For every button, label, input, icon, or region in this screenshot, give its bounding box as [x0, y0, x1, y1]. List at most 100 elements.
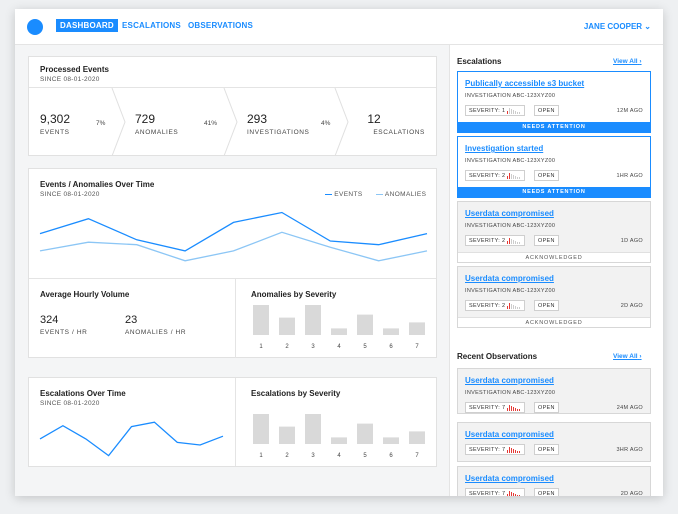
escalation-card[interactable]: Investigation started INVESTIGATION ABC-1… — [457, 136, 651, 198]
card-title: Escalations by Severity — [251, 389, 341, 398]
status-badge: OPEN — [534, 444, 559, 455]
severity-bar — [383, 328, 399, 335]
severity-tick-label: 6 — [389, 453, 393, 459]
severity-tick-label: 5 — [363, 453, 367, 459]
legend-swatch — [325, 193, 332, 195]
investigation-id: INVESTIGATION ABC-123XYZ00 — [465, 223, 556, 229]
observation-card[interactable]: Userdata compromised INVESTIGATION ABC-12… — [457, 368, 651, 414]
processed-events-card: Processed Events SINCE 08-01-2020 9,302 … — [28, 56, 437, 156]
severity-badge: SEVERITY: 2 — [465, 170, 526, 181]
severity-tick-label: 3 — [311, 453, 315, 459]
stat-label: ANOMALIES / HR — [125, 329, 187, 336]
severity-bar — [331, 437, 347, 444]
link-label: View All — [613, 58, 638, 65]
observation-title-link[interactable]: Userdata compromised — [465, 376, 554, 385]
observation-title-link[interactable]: Userdata compromised — [465, 474, 554, 483]
stat-events: 9,302 EVENTS — [40, 112, 70, 136]
severity-badge: SEVERITY: 7 — [465, 402, 526, 413]
stat-chevrons — [111, 88, 349, 156]
escalation-title-link[interactable]: Userdata compromised — [465, 274, 554, 283]
escalations-view-all-link[interactable]: View All › — [613, 58, 642, 65]
card-title: Events / Anomalies Over Time — [40, 180, 155, 189]
observation-title-link[interactable]: Userdata compromised — [465, 430, 554, 439]
escalations-severity-bar-chart: 1 2 3 4 5 6 7 — [253, 414, 425, 459]
stat-value: 12 — [367, 112, 381, 126]
severity-bar — [331, 328, 347, 335]
card-title: Average Hourly Volume — [40, 290, 130, 299]
severity-bars — [507, 238, 521, 244]
stat-investigations: 293 INVESTIGATIONS — [247, 112, 309, 136]
stat-value: 293 — [247, 112, 268, 126]
escalation-title-link[interactable]: Investigation started — [465, 144, 544, 153]
stat-label: ANOMALIES — [135, 129, 179, 136]
timestamp: 24M AGO — [616, 405, 643, 411]
escalation-card[interactable]: Userdata compromised INVESTIGATION ABC-12… — [457, 201, 651, 263]
status-badge: OPEN — [534, 300, 559, 311]
investigation-id: INVESTIGATION ABC-123XYZ00 — [465, 288, 556, 294]
card-subtitle: SINCE 08-01-2020 — [40, 76, 100, 83]
severity-bar — [305, 305, 321, 335]
observations-view-all-link[interactable]: View All › — [613, 353, 642, 360]
severity-tick-label: 3 — [311, 344, 315, 350]
stat-label: EVENTS — [40, 129, 70, 136]
severity-tick-label: 2 — [285, 344, 289, 350]
anomalies-by-severity: Anomalies by Severity — [251, 290, 336, 299]
chevron-right-icon: › — [639, 58, 642, 65]
chevron-right-icon: › — [639, 353, 642, 360]
stat-value: 23 — [125, 314, 138, 326]
events-anomalies-line-chart — [39, 211, 428, 262]
severity-bars — [507, 491, 521, 496]
severity-tick-label: 7 — [415, 453, 419, 459]
escalation-card[interactable]: Publically accessible s3 bucket INVESTIGA… — [457, 71, 651, 133]
escalations-title: Escalations — [457, 57, 502, 66]
observations-title: Recent Observations — [457, 352, 538, 361]
rate-label: 4% — [321, 120, 331, 127]
status-badge: OPEN — [534, 235, 559, 246]
observation-card[interactable]: Userdata compromised SEVERITY: 7 OPEN 2D AG… — [457, 466, 651, 496]
stat-anomalies-hr: 23 ANOMALIES / HR — [125, 314, 186, 336]
legend-anomalies: ANOMALIES — [376, 191, 426, 198]
stat-label: INVESTIGATIONS — [247, 129, 310, 136]
nav-escalations[interactable]: ESCALATIONS — [122, 21, 181, 30]
timestamp: 3HR AGO — [616, 447, 643, 453]
status-badge: OPEN — [534, 488, 559, 496]
severity-tick-label: 2 — [285, 453, 289, 459]
timestamp: 12M AGO — [616, 108, 643, 114]
severity-bar — [279, 317, 295, 335]
severity-bar — [357, 314, 373, 335]
legend-swatch — [376, 193, 383, 195]
stat-events-hr: 324 EVENTS / HR — [40, 314, 87, 336]
stat-value: 9,302 — [40, 112, 71, 126]
needs-attention-banner: NEEDS ATTENTION — [458, 187, 650, 197]
rate-label: 41% — [204, 120, 218, 127]
stat-value: 324 — [40, 314, 59, 326]
user-menu[interactable]: JANE COOPER ⌄ — [584, 22, 651, 31]
acknowledged-banner: ACKNOWLEDGED — [458, 317, 650, 327]
stat-escalations: 12 ESCALATIONS — [367, 112, 425, 136]
nav-dashboard[interactable]: DASHBOARD — [56, 19, 118, 32]
investigation-id: INVESTIGATION ABC-123XYZ00 — [465, 390, 556, 396]
severity-tick-label: 1 — [259, 453, 263, 459]
series-line-2 — [39, 231, 428, 262]
severity-bar — [279, 426, 295, 444]
card-title: Escalations Over Time — [40, 389, 126, 398]
link-label: View All — [613, 353, 638, 360]
investigation-id: INVESTIGATION ABC-123XYZ00 — [465, 93, 556, 99]
escalation-title-link[interactable]: Userdata compromised — [465, 209, 554, 218]
main-content: Processed Events SINCE 08-01-2020 9,302 … — [15, 45, 449, 496]
severity-bar — [253, 305, 269, 335]
escalation-card[interactable]: Userdata compromised INVESTIGATION ABC-12… — [457, 266, 651, 328]
escalations-line-chart — [39, 421, 224, 457]
timestamp: 1D AGO — [620, 238, 643, 244]
timestamp: 2D AGO — [620, 303, 643, 309]
nav-observations[interactable]: OBSERVATIONS — [188, 21, 254, 30]
stat-anomalies: 729 ANOMALIES — [135, 112, 178, 136]
observation-card[interactable]: Userdata compromised SEVERITY: 7 OPEN 3HR A… — [457, 422, 651, 462]
escalation-title-link[interactable]: Publically accessible s3 bucket — [465, 79, 585, 88]
app-window: DASHBOARD ESCALATIONS OBSERVATIONS JANE … — [15, 9, 663, 496]
status-badge: OPEN — [534, 170, 559, 181]
chevron-down-icon: ⌄ — [644, 22, 651, 31]
logo[interactable] — [27, 19, 43, 35]
acknowledged-banner: ACKNOWLEDGED — [458, 252, 650, 262]
divider — [235, 278, 236, 358]
